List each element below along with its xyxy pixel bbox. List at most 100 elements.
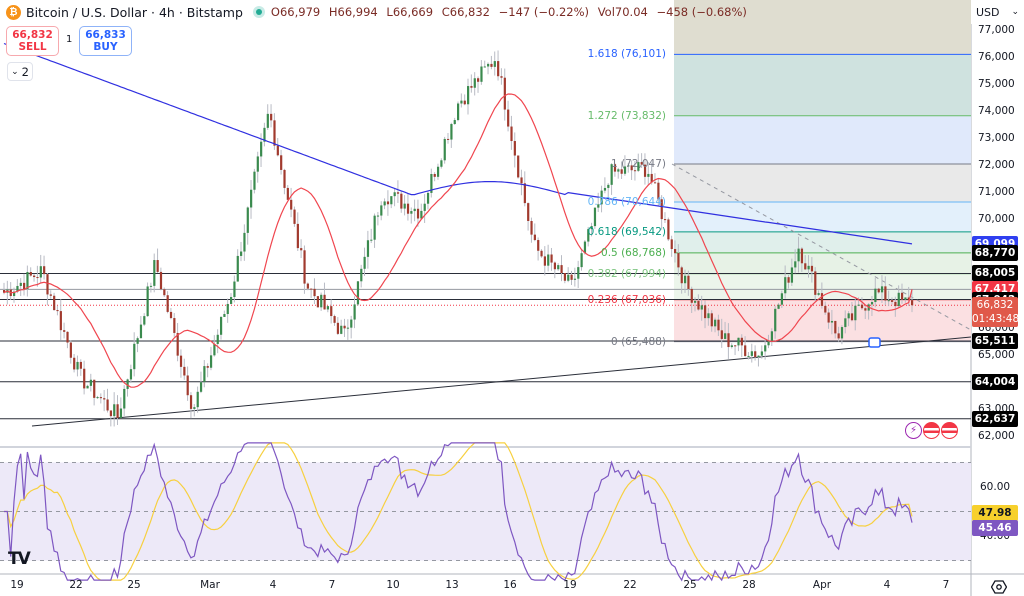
price-axis-tick: 77,000 <box>978 24 1015 36</box>
time-axis-tick: Mar <box>200 579 220 591</box>
ascending-trendline <box>31 336 972 427</box>
candle-body <box>840 327 844 339</box>
candle-body <box>647 173 650 177</box>
candle-body <box>710 313 713 327</box>
market-open-icon <box>252 6 265 18</box>
candle-body <box>740 337 743 346</box>
candle-body <box>420 210 423 219</box>
candle-body <box>870 302 874 305</box>
price-level-badge: 68,005 <box>972 265 1018 282</box>
open-value: O66,979 <box>270 5 321 19</box>
fib-fill-band <box>674 164 971 203</box>
candle-body <box>720 330 723 339</box>
candle-body <box>393 192 396 197</box>
candle-body <box>590 226 593 230</box>
fib-fill-band <box>674 54 971 116</box>
time-axis-tick: 4 <box>883 579 891 591</box>
symbol-header: ₿ Bitcoin / U.S. Dollar · 4h · Bitstamp … <box>6 3 752 21</box>
candle-body <box>704 305 707 319</box>
low-value: L66,669 <box>386 5 434 19</box>
candle-body <box>764 345 767 352</box>
last-price-badge: 66,832 01:43:48 <box>972 297 1019 328</box>
slow-moving-average <box>3 42 913 245</box>
candle-body <box>256 156 259 172</box>
buy-button[interactable]: 66,833 BUY <box>79 26 132 56</box>
candle-body <box>563 273 567 281</box>
candle-body <box>56 310 59 312</box>
candle-body <box>660 199 663 220</box>
candle-body <box>754 351 757 358</box>
candle-body <box>119 408 123 419</box>
time-axis-tick: 25 <box>127 579 141 591</box>
candle-body <box>897 292 900 307</box>
us-flag-event-icon[interactable] <box>941 422 958 439</box>
fib-level-label: 0.382 (67,994) <box>587 267 666 280</box>
candle-body <box>346 327 350 329</box>
candle-body <box>290 199 293 210</box>
flash-event-icon[interactable]: ⚡ <box>905 422 922 439</box>
candle-body <box>473 78 476 88</box>
indicators-toggle-button[interactable]: ⌄ 2 <box>7 62 33 81</box>
candle-body <box>794 261 797 268</box>
candle-body <box>487 63 490 67</box>
candle-body <box>103 398 106 400</box>
candle-body <box>663 219 667 221</box>
candle-body <box>129 369 133 380</box>
candle-body <box>233 281 236 298</box>
settings-gear-icon[interactable] <box>991 580 1007 594</box>
candle-body <box>864 308 867 311</box>
candle-body <box>46 274 49 295</box>
tradingview-logo[interactable]: TV <box>8 549 31 569</box>
time-axis-tick: 22 <box>623 579 637 591</box>
time-axis-tick: 25 <box>683 579 697 591</box>
candle-body <box>79 361 82 369</box>
bitcoin-icon: ₿ <box>6 4 21 20</box>
candle-body <box>109 410 113 417</box>
time-axis-tick: 19 <box>10 579 24 591</box>
candle-body <box>850 313 854 321</box>
candle-body <box>216 334 219 344</box>
fib-fill-band <box>674 115 971 165</box>
candle-body <box>653 182 657 184</box>
candle-body <box>23 282 26 290</box>
candle-body <box>3 290 6 293</box>
trendline-handle <box>868 337 881 348</box>
candle-body <box>276 145 279 156</box>
candle-body <box>827 312 830 323</box>
fib-level-label: 1.272 (73,832) <box>587 109 666 122</box>
rsi-line <box>4 442 913 582</box>
fib-level-label: 0.236 (67,036) <box>587 293 666 306</box>
us-flag-event-icon[interactable] <box>923 422 940 439</box>
candle-body <box>373 215 376 240</box>
descending-trendline <box>671 163 972 331</box>
candle-body <box>209 355 213 368</box>
candle-body <box>483 66 486 68</box>
candle-body <box>240 251 243 256</box>
candle-body <box>854 305 857 321</box>
candle-body <box>376 215 380 217</box>
candle-body <box>430 173 433 193</box>
price-axis-tick: 76,000 <box>978 51 1015 64</box>
candle-body <box>206 366 209 368</box>
candle-body <box>844 318 847 328</box>
candle-body <box>33 275 36 278</box>
candle-body <box>370 239 373 241</box>
candle-body <box>900 292 904 300</box>
candle-body <box>193 407 196 409</box>
candle-body <box>383 201 386 206</box>
candle-body <box>69 342 72 358</box>
price-axis-tick: 62,000 <box>978 430 1015 442</box>
candle-body <box>143 316 146 325</box>
candle-body <box>433 173 436 177</box>
sell-button[interactable]: 66,832 SELL <box>6 26 59 56</box>
symbol-title[interactable]: Bitcoin / U.S. Dollar · 4h · Bitstamp <box>26 4 243 20</box>
currency-selector[interactable]: USD ⌄ <box>971 0 1024 24</box>
candle-body <box>533 234 536 241</box>
candle-body <box>517 155 520 178</box>
candle-body <box>490 63 493 67</box>
candle-body <box>747 355 750 357</box>
candle-body <box>66 331 69 343</box>
candle-body <box>787 277 790 283</box>
candle-body <box>199 382 203 392</box>
